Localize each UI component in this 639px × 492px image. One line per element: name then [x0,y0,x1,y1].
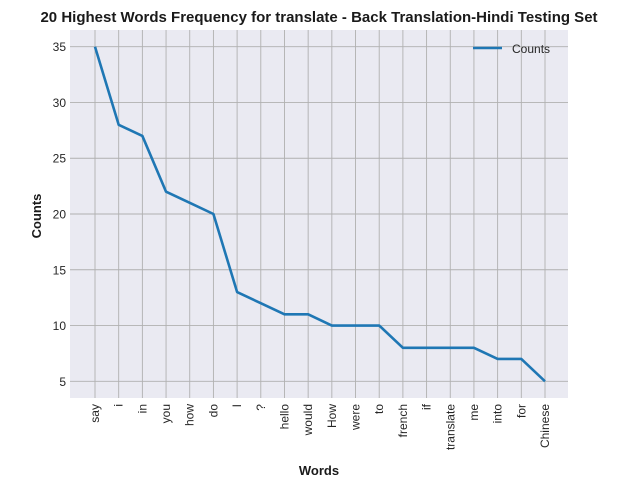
y-tick-label: 10 [53,319,67,333]
x-tick-label: for [514,404,528,418]
x-tick-label: would [301,404,315,436]
x-tick-label: ? [254,404,268,411]
y-axis-label: Counts [29,194,44,239]
x-tick-label: in [135,404,149,413]
x-tick-label: were [349,404,363,431]
legend: Counts [473,42,550,56]
x-tick-label: hello [277,404,291,430]
x-tick-label: into [491,404,505,424]
x-tick-label: i [112,404,126,407]
x-tick-label: to [372,404,386,414]
x-tick-label: how [183,404,197,426]
y-tick-label: 35 [53,40,67,54]
chart-title: 20 Highest Words Frequency for translate… [40,9,597,26]
y-tick-label: 25 [53,152,67,166]
series-line-counts [93,46,546,383]
y-tick-label: 20 [53,208,67,222]
y-tick-label: 15 [53,263,67,277]
x-tick-label: you [159,404,173,423]
y-tick-label: 5 [59,375,66,389]
x-axis-label: Words [299,463,339,478]
x-tick-label: Chinese [538,404,552,448]
x-tick-label: french [396,404,410,437]
x-tick-label: me [467,404,481,421]
x-tick-label: if [420,403,434,410]
x-tick-label: do [206,404,220,418]
x-tick-label: translate [443,404,457,450]
x-tick-label: How [325,404,339,428]
x-tick-label: I [230,404,244,407]
x-tick-label: say [88,404,102,423]
y-tick-label: 30 [53,96,67,110]
legend-label: Counts [512,42,550,56]
